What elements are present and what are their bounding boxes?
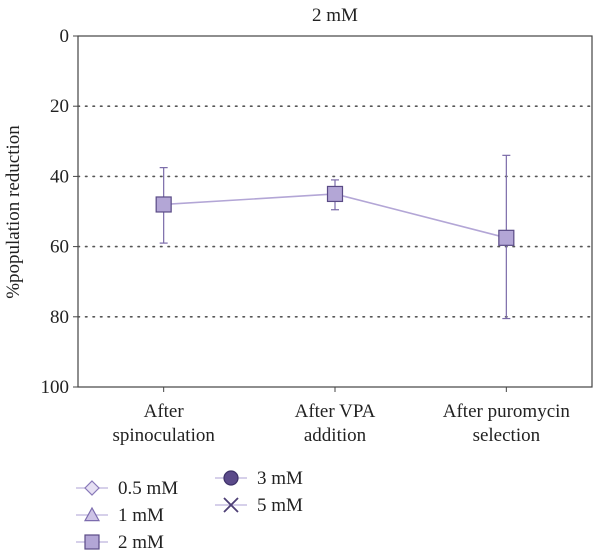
x-tick-label-line: After puromycin — [443, 401, 571, 422]
y-axis-label: %population reduction — [3, 125, 24, 299]
legend-label: 0.5 mM — [118, 478, 178, 499]
legend-marker — [223, 470, 239, 486]
legend-entry: 2 mM — [76, 532, 164, 553]
legend-entry: 5 mM — [215, 495, 303, 516]
y-tick-label: 100 — [41, 377, 70, 398]
legend-entry: 1 mM — [76, 505, 164, 526]
legend-marker — [84, 480, 100, 496]
x-tick-label-line: addition — [304, 425, 367, 446]
y-tick-label: 80 — [50, 307, 69, 328]
plot-area: 0 20 40 60 80 100 After spinoculation After VPA a… — [41, 26, 593, 446]
x-tick-label: After VPA addition — [295, 401, 376, 446]
legend-marker — [83, 506, 101, 522]
x-tick-label-line: After VPA — [295, 401, 376, 422]
y-tick-label: 60 — [50, 237, 69, 258]
legend-entry: 0.5 mM — [76, 478, 178, 499]
data-point — [498, 229, 515, 246]
legend-label: 2 mM — [118, 532, 164, 553]
legend-entry: 3 mM — [215, 468, 303, 489]
data-point — [155, 196, 172, 213]
plot-frame — [77, 35, 593, 388]
x-tick-label: After spinoculation — [112, 401, 215, 446]
legend-label: 1 mM — [118, 505, 164, 526]
legend: 0.5 mM 1 mM 2 mM 3 mM 5 mM — [76, 468, 303, 553]
legend-label: 3 mM — [257, 468, 303, 489]
x-tick-label: After puromycin selection — [443, 401, 571, 446]
chart-title: 2 mM — [312, 5, 358, 26]
x-tick-label-line: spinoculation — [112, 425, 215, 446]
x-tick-label-line: After — [144, 401, 185, 422]
legend-marker — [223, 497, 239, 513]
y-tick-label: 40 — [50, 166, 69, 187]
data-point — [326, 185, 344, 203]
legend-marker — [84, 534, 100, 550]
legend-label: 5 mM — [257, 495, 303, 516]
y-tick-label: 0 — [60, 26, 70, 47]
x-tick-label-line: selection — [473, 425, 541, 446]
y-tick-label: 20 — [50, 96, 69, 117]
